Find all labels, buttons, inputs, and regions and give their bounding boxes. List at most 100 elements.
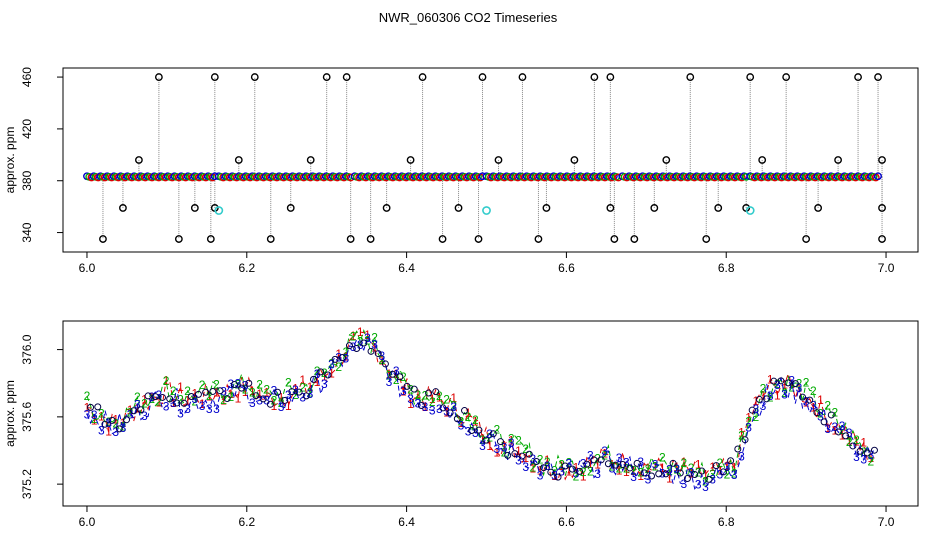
outlier-point [135, 156, 143, 164]
trend-point [194, 390, 202, 398]
trend-point [806, 396, 814, 404]
series-point-label: 3 [134, 398, 141, 412]
series-point-label: 3 [551, 468, 558, 482]
trend-point [842, 432, 850, 440]
series-point-label: 1 [580, 470, 587, 484]
series-point-label: 2 [580, 465, 587, 479]
series-point-label: 2 [314, 364, 321, 378]
series-point-label: 2 [220, 393, 227, 407]
outlier-point [286, 204, 295, 212]
series-point-label: 3 [84, 407, 91, 421]
series-point-label: 3 [839, 419, 846, 433]
series-point-label: 3 [235, 376, 242, 390]
series-point-label: 3 [565, 456, 572, 470]
series-point-label: 2 [681, 456, 688, 470]
series-point-label: 1 [177, 380, 184, 394]
series-point-label: 3 [220, 384, 227, 398]
trend-point [209, 387, 217, 395]
series-point-label: 2 [788, 380, 795, 394]
series-point-label: 2 [824, 399, 831, 413]
series-point-label: 2 [263, 383, 270, 397]
series-point-label: 1 [343, 349, 350, 363]
outlier-point [834, 156, 842, 164]
series-point-label: 3 [594, 467, 601, 481]
outlier-point [570, 156, 579, 164]
series-point-label: 3 [314, 367, 321, 381]
series-point-label: 3 [868, 448, 875, 462]
trend-point [173, 399, 181, 407]
outlier-point [474, 235, 483, 243]
y-tick-label: 460 [20, 67, 34, 87]
trend-point [310, 375, 318, 383]
trend-point [288, 388, 296, 396]
chart-title: NWR_060306 CO2 Timeseries [379, 10, 558, 25]
trend-point [791, 380, 799, 388]
y-tick-label: 380 [20, 170, 34, 190]
series-point-label: 2 [630, 464, 637, 478]
series-point-label: 3 [450, 400, 457, 414]
trend-point [547, 468, 555, 476]
outlier-point [878, 156, 886, 164]
series-point-label: 3 [213, 402, 220, 416]
trend-point [338, 354, 346, 362]
trend-point [87, 403, 95, 411]
series-point-label: 1 [724, 459, 731, 473]
series-point-label: 3 [458, 419, 465, 433]
series-point-label: 3 [695, 477, 702, 491]
trend-point [568, 465, 576, 473]
trend-point [274, 388, 282, 396]
outlier-point [438, 235, 447, 243]
outlier-point [714, 204, 723, 212]
trend-point [856, 447, 864, 455]
series-point-label: 3 [688, 466, 695, 480]
series-point-label: 2 [832, 406, 839, 420]
series-point-label: 3 [378, 349, 385, 363]
x-tick-label: 6.8 [718, 261, 735, 275]
trend-point [202, 388, 210, 396]
trend-point [223, 395, 231, 403]
series-point-label: 3 [350, 340, 357, 354]
series-point-label: 3 [494, 442, 501, 456]
outlier-point [662, 156, 671, 164]
series-point-label: 2 [839, 423, 846, 437]
cyan-point [482, 206, 491, 215]
trend-point [683, 475, 691, 483]
series-point-label: 3 [630, 470, 637, 484]
series-point-label: 3 [91, 408, 98, 422]
series-point-label: 1 [307, 380, 314, 394]
series-point-label: 3 [321, 377, 328, 391]
trend-point [446, 409, 454, 417]
series-point-label: 3 [371, 338, 378, 352]
series-point-label: 3 [436, 402, 443, 416]
series-point-label: 2 [501, 445, 508, 459]
series-point-label: 2 [285, 375, 292, 389]
outlier-point [746, 73, 755, 81]
trend-point [115, 425, 123, 433]
series-point-label: 3 [307, 387, 314, 401]
series-point-label: 3 [156, 388, 163, 402]
outlier-point [322, 73, 331, 81]
trend-point [266, 400, 274, 408]
series-point-label: 1 [868, 451, 875, 465]
series-point-label: 3 [141, 409, 148, 423]
series-point-label: 2 [127, 406, 134, 420]
outlier-point [610, 235, 619, 243]
series-point-label: 1 [105, 425, 112, 439]
x-tick-label: 7.0 [878, 515, 895, 529]
series-point-label: 1 [227, 387, 234, 401]
series-point-label: 1 [364, 328, 371, 342]
outlier-point [99, 235, 107, 243]
series-point-label: 3 [328, 357, 335, 371]
top-panel: 6.0 6.2 6.4 6.6 6.8 7.0 340 380 420 460 approx. pp… [3, 67, 919, 275]
series-point-label: 2 [760, 381, 767, 395]
series-point-label: 2 [810, 384, 817, 398]
series-point-label: 3 [472, 426, 479, 440]
series-point-label: 1 [565, 464, 572, 478]
series-point-label: 3 [637, 455, 644, 469]
trend-point [525, 450, 533, 458]
series-point-label: 2 [134, 390, 141, 404]
series-point-label: 1 [501, 439, 508, 453]
series-point-label: 2 [537, 453, 544, 467]
trend-point [94, 403, 102, 411]
trend-point [137, 406, 145, 414]
